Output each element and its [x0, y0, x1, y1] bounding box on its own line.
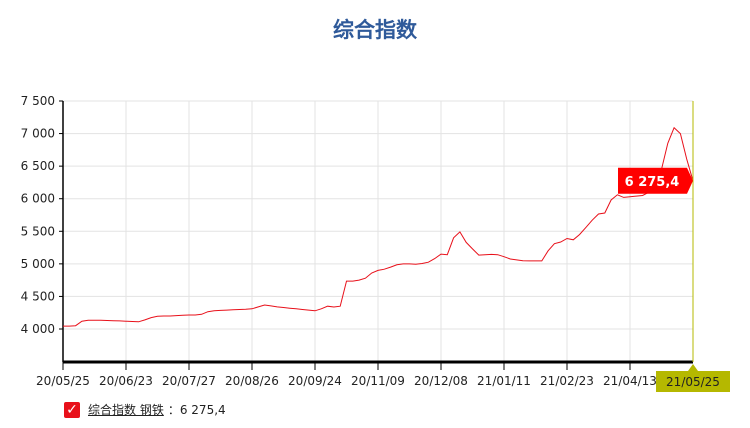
- x-tick-label: 20/11/09: [351, 374, 405, 388]
- x-tick-label: 20/07/27: [162, 374, 216, 388]
- y-tick-label: 4 000: [21, 322, 55, 336]
- tooltip-value: 6 275,4: [625, 175, 680, 190]
- tooltip-bg: [618, 167, 693, 194]
- x-tick-label: 21/04/13: [603, 374, 657, 388]
- legend: ✓ 综合指数 钢铁 ： 6 275,4: [64, 401, 226, 418]
- x-tick-label: 20/08/26: [225, 374, 279, 388]
- crosshair-date-label: 21/05/25: [656, 364, 730, 392]
- legend-value: 6 275,4: [179, 402, 226, 417]
- value-tooltip: 6 275,4: [618, 167, 693, 194]
- crosshair-date-text: 21/05/25: [666, 375, 720, 389]
- crosshair-date-bg: [656, 364, 730, 392]
- x-tick-label: 20/09/24: [288, 374, 342, 388]
- legend-separator: ：: [167, 403, 180, 417]
- series-line: [63, 126, 694, 327]
- x-tick-label: 20/05/25: [36, 374, 90, 388]
- x-tick-label: 21/02/23: [540, 374, 594, 388]
- x-tick-label: 20/06/23: [99, 374, 153, 388]
- legend-series-name[interactable]: 综合指数 钢铁: [88, 403, 164, 417]
- y-tick-label: 6 000: [21, 192, 55, 206]
- y-tick-label: 7 000: [21, 127, 55, 141]
- x-tick-label: 21/01/11: [477, 374, 531, 388]
- y-tick-label: 5 500: [21, 224, 55, 238]
- chart-title: 综合指数: [333, 17, 417, 42]
- y-tick-label: 5 000: [21, 257, 55, 271]
- x-tick-label: 20/12/08: [414, 374, 468, 388]
- y-tick-label: 4 500: [21, 289, 55, 303]
- y-tick-label: 7 500: [21, 94, 55, 108]
- y-tick-label: 6 500: [21, 159, 55, 173]
- legend-checkbox[interactable]: ✓: [64, 401, 80, 418]
